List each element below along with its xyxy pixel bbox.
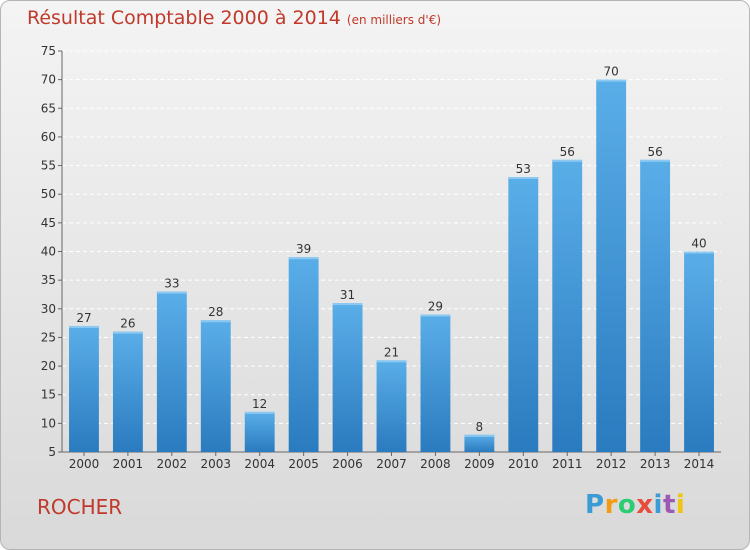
bar-top-highlight	[69, 325, 99, 328]
commune-name: ROCHER	[37, 495, 123, 519]
data-label: 27	[76, 311, 91, 325]
x-tick-label: 2001	[113, 457, 144, 471]
y-tick-label: 50	[41, 187, 56, 201]
bar	[156, 291, 187, 452]
bar	[332, 303, 363, 452]
x-tick-label: 2011	[552, 457, 583, 471]
bar	[596, 79, 627, 453]
y-tick-label: 15	[41, 388, 56, 402]
bar	[508, 177, 539, 452]
bar	[640, 159, 671, 453]
logo-letter: P	[585, 490, 605, 520]
logo-letter: i	[675, 490, 686, 520]
data-label: 53	[516, 162, 531, 176]
logo-letter: i	[653, 490, 663, 520]
y-tick-label: 25	[41, 330, 56, 344]
y-tick-label: 35	[41, 273, 56, 287]
y-tick-label: 60	[41, 130, 56, 144]
bar	[464, 434, 495, 452]
logo-letter: o	[617, 490, 637, 520]
y-tick-label: 55	[41, 159, 56, 173]
y-tick-label: 20	[41, 359, 56, 373]
y-tick-label: 70	[41, 73, 56, 87]
x-tick-label: 2007	[376, 457, 407, 471]
data-label: 70	[604, 65, 619, 79]
data-label: 31	[340, 288, 355, 302]
data-label: 26	[120, 317, 135, 331]
bars	[69, 79, 714, 453]
x-tick-label: 2005	[288, 457, 319, 471]
bar-top-highlight	[376, 360, 407, 363]
bar-top-highlight	[244, 411, 275, 414]
x-tick-label: 2014	[684, 457, 715, 471]
y-tick-label: 45	[41, 216, 56, 230]
bar-top-highlight	[640, 159, 671, 162]
logo-letter: t	[662, 490, 676, 520]
chart-title-text: Résultat Comptable 2000 à 2014	[27, 7, 341, 29]
data-label: 33	[164, 277, 179, 291]
logo-letter: x	[636, 490, 654, 520]
logo-letter: r	[604, 490, 618, 520]
x-tick-label: 2006	[332, 457, 363, 471]
bar-top-highlight	[288, 257, 319, 260]
bar-top-highlight	[508, 177, 539, 180]
y-tick-label: 10	[41, 416, 56, 430]
bar	[69, 325, 99, 452]
y-tick-label: 40	[41, 245, 56, 259]
y-tick-label: 30	[41, 302, 56, 316]
x-tick-label: 2000	[69, 457, 100, 471]
chart-title: Résultat Comptable 2000 à 2014 (en millie…	[27, 7, 441, 29]
bar-top-highlight	[200, 320, 231, 323]
bar	[244, 411, 275, 452]
bar	[684, 251, 714, 452]
data-label: 39	[296, 242, 311, 256]
bar	[376, 360, 407, 452]
bar-top-highlight	[464, 434, 495, 437]
bar	[420, 314, 451, 452]
bar-top-highlight	[420, 314, 451, 317]
y-tick-label: 5	[48, 445, 56, 459]
bar	[288, 257, 319, 452]
bar	[200, 320, 231, 452]
bar	[112, 331, 143, 452]
bar-top-highlight	[552, 159, 583, 162]
data-label: 56	[647, 145, 662, 159]
x-tick-label: 2008	[420, 457, 451, 471]
data-label: 12	[252, 397, 267, 411]
x-tick-label: 2003	[200, 457, 231, 471]
chart-subtitle: (en milliers d'€)	[346, 13, 442, 27]
bar	[552, 159, 583, 453]
bar-top-highlight	[156, 291, 187, 294]
data-label: 40	[691, 237, 706, 251]
y-tick-label: 75	[41, 44, 56, 58]
bar-top-highlight	[596, 79, 627, 82]
bar-top-highlight	[684, 251, 714, 254]
data-label: 8	[476, 420, 484, 434]
data-label: 21	[384, 345, 399, 359]
x-tick-label: 2013	[640, 457, 671, 471]
bar-top-highlight	[112, 331, 143, 334]
data-label: 56	[560, 145, 575, 159]
data-label: 28	[208, 305, 223, 319]
x-tick-label: 2012	[596, 457, 627, 471]
x-tick-label: 2004	[244, 457, 275, 471]
data-label: 29	[428, 300, 443, 314]
x-tick-label: 2009	[464, 457, 495, 471]
x-tick-label: 2002	[157, 457, 188, 471]
y-tick-label: 65	[41, 101, 56, 115]
labels: 5 10 15 20 25 30 35 40 45 50 55 60 65 70 75 2000 27 2001 2…	[41, 44, 715, 471]
x-tick-label: 2010	[508, 457, 539, 471]
proxiti-logo[interactable]: Proxiti	[585, 490, 685, 520]
bar-top-highlight	[332, 303, 363, 306]
